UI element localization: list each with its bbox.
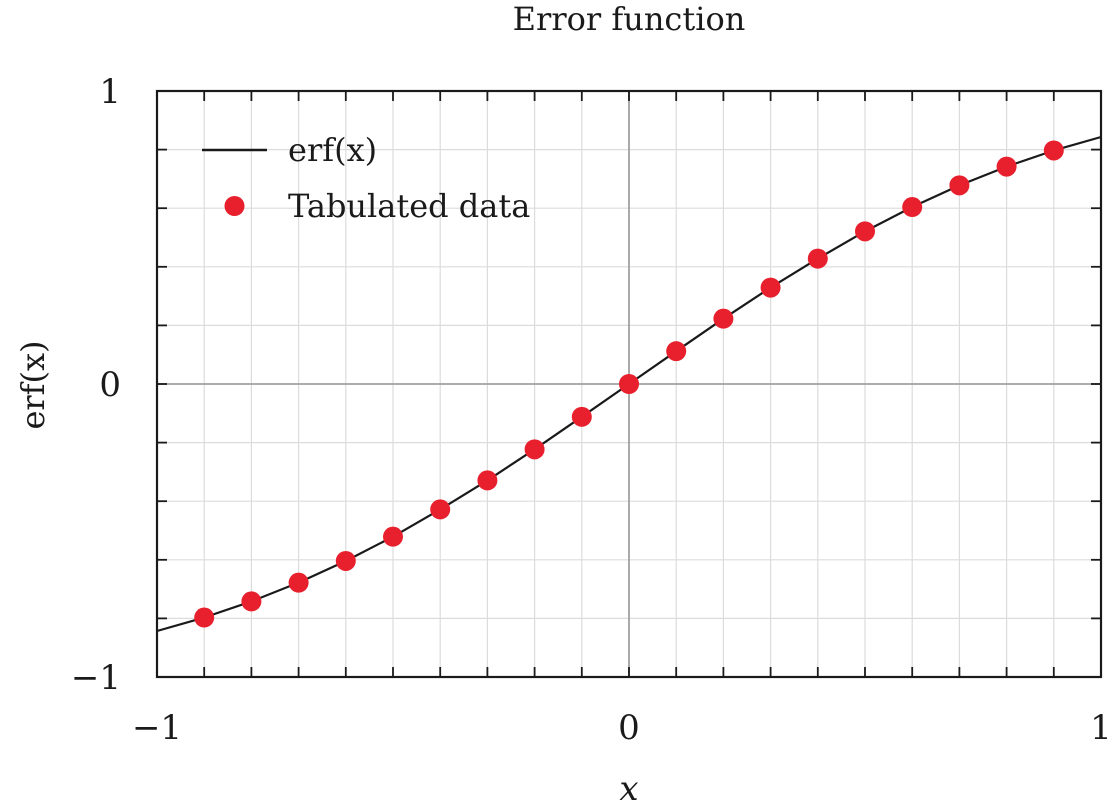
legend: erf(x) Tabulated data (202, 131, 530, 225)
legend-label-tabulated: Tabulated data (288, 187, 530, 225)
data-point (524, 439, 545, 460)
chart-title: Error function (513, 0, 746, 38)
x-tick-label: 0 (618, 708, 640, 748)
y-tick-label: −1 (71, 658, 121, 698)
tick-marks (157, 91, 1101, 677)
y-axis-label: erf(x) (14, 340, 52, 429)
data-point (902, 197, 923, 218)
legend-label-erf: erf(x) (288, 131, 377, 169)
data-point (949, 175, 970, 196)
data-point (241, 591, 262, 612)
x-tick-label: 1 (1090, 708, 1112, 748)
data-point (194, 607, 215, 628)
x-tick-label: −1 (132, 708, 182, 748)
y-tick-label: 1 (99, 72, 121, 112)
data-point (666, 341, 687, 362)
y-tick-label: 0 (99, 365, 121, 405)
data-point (713, 308, 734, 329)
data-point (619, 374, 639, 394)
data-point (855, 221, 875, 242)
data-point (288, 572, 309, 593)
data-point (760, 277, 781, 298)
data-point (996, 156, 1017, 177)
data-point (807, 248, 828, 269)
series-layer (156, 135, 1102, 633)
tick-labels: −1 0 1 −1 0 1 (71, 72, 1112, 748)
legend-marker-swatch (224, 196, 245, 216)
data-point (477, 470, 498, 491)
data-point (1043, 140, 1064, 161)
data-point (571, 406, 592, 427)
x-axis-label: x (619, 769, 638, 804)
data-point (335, 550, 356, 571)
data-point (383, 526, 403, 547)
data-point (430, 499, 451, 520)
